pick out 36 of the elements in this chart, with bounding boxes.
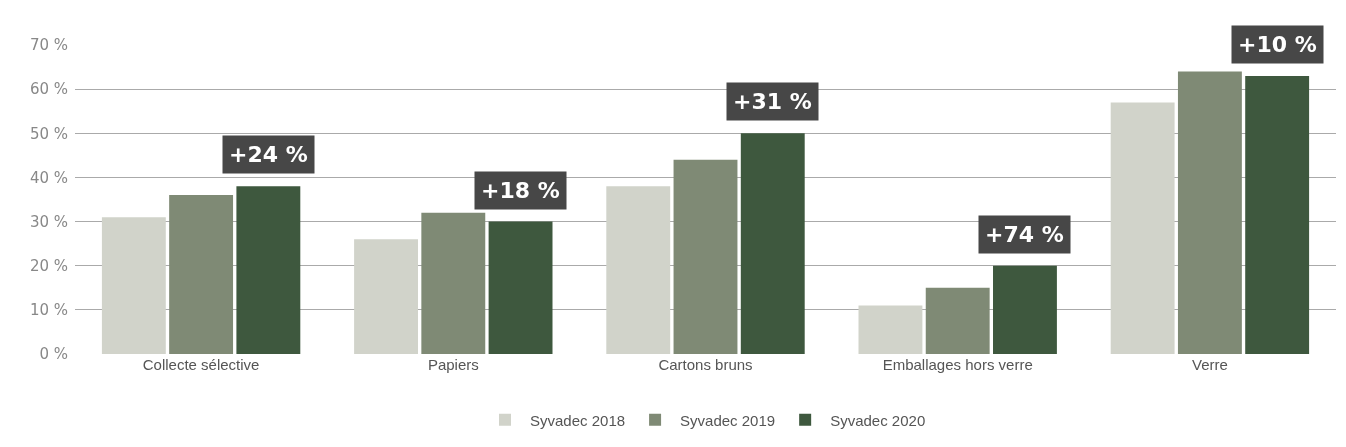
- bar: [925, 287, 990, 354]
- y-tick-label: 40 %: [29, 168, 68, 187]
- annotation: +24 %: [229, 142, 308, 167]
- annotation: +31 %: [733, 89, 812, 114]
- y-tick-label: 0 %: [39, 345, 68, 364]
- x-tick-label: Cartons bruns: [658, 356, 753, 373]
- x-tick-label: Emballages hors verre: [882, 356, 1033, 373]
- bar: [101, 217, 166, 354]
- annotation: +10 %: [1238, 32, 1317, 57]
- bar: [606, 186, 671, 354]
- legend-label: Syvadec 2019: [680, 411, 776, 429]
- bar: [1110, 102, 1175, 354]
- bar: [740, 133, 805, 354]
- bar: [1177, 71, 1242, 354]
- bar: [1245, 75, 1310, 354]
- bar: [169, 195, 234, 354]
- bar: [858, 305, 923, 354]
- legend-label: Syvadec 2020: [830, 411, 926, 429]
- y-tick-label: 10 %: [29, 301, 68, 320]
- y-tick-label: 50 %: [29, 124, 68, 143]
- bar: [673, 159, 738, 354]
- x-tick-label: Collecte sélective: [142, 356, 260, 373]
- x-tick-label: Papiers: [427, 356, 479, 373]
- annotation: +74 %: [985, 222, 1064, 247]
- x-tick-label: Verre: [1191, 356, 1228, 373]
- bar: [354, 239, 418, 354]
- y-tick-label: 30 %: [29, 212, 68, 231]
- y-tick-label: 60 %: [29, 80, 68, 99]
- bar: [236, 186, 301, 354]
- y-tick-label: 70 %: [29, 36, 68, 55]
- bar: [993, 265, 1057, 354]
- bar: [421, 212, 486, 354]
- annotation: +18 %: [481, 178, 560, 203]
- legend-label: Syvadec 2018: [530, 411, 626, 429]
- bar: [488, 221, 553, 354]
- y-tick-label: 20 %: [29, 256, 68, 275]
